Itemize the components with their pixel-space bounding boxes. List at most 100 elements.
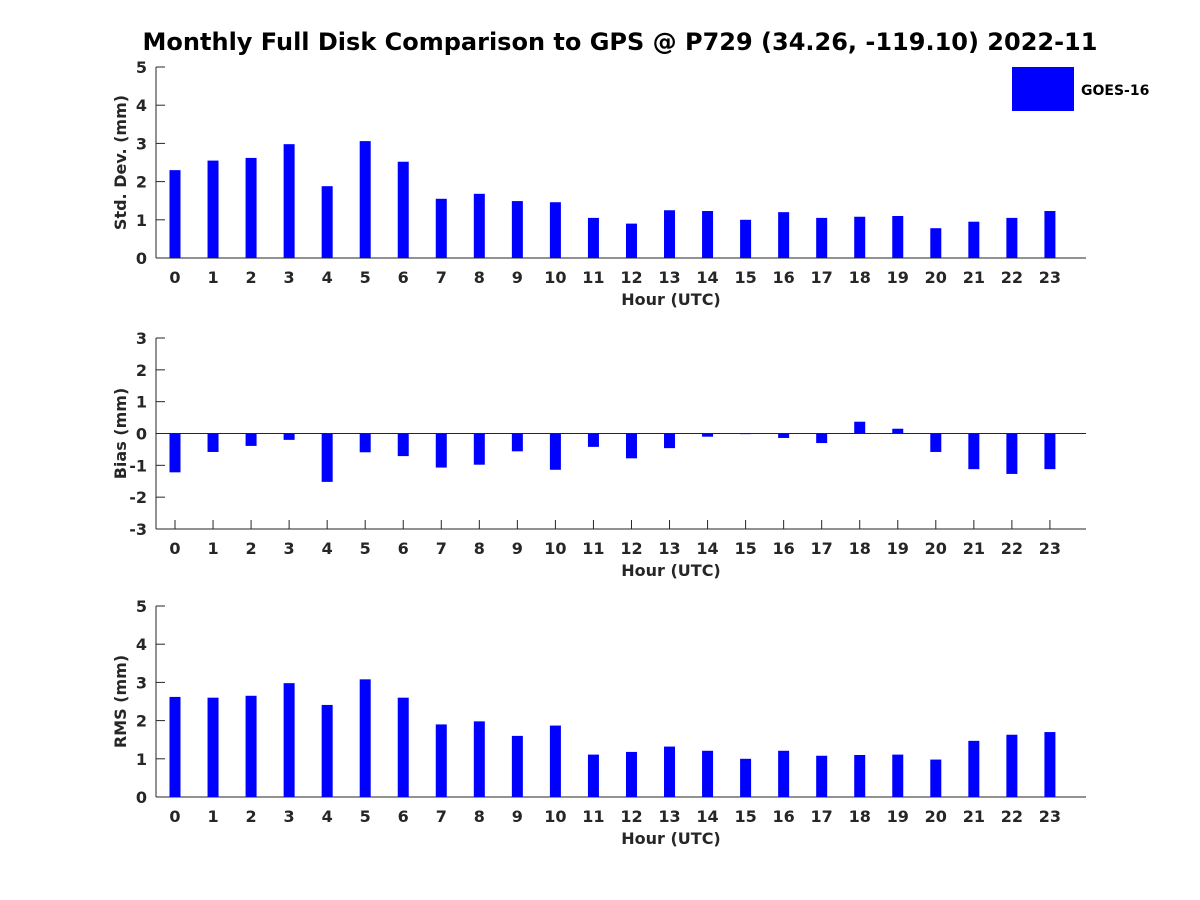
x-tick-label: 16 xyxy=(773,807,795,826)
x-tick-label: 8 xyxy=(474,807,485,826)
bar xyxy=(816,433,828,444)
y-tick-label: 1 xyxy=(136,750,147,769)
y-axis-label: RMS (mm) xyxy=(111,655,130,748)
y-tick-label: -1 xyxy=(129,456,147,475)
y-tick-label: -2 xyxy=(129,488,147,507)
bar xyxy=(1044,433,1056,470)
y-tick-label: 3 xyxy=(136,673,147,692)
x-tick-label: 12 xyxy=(620,539,642,558)
x-tick-label: 8 xyxy=(474,539,485,558)
x-tick-label: 8 xyxy=(474,268,485,287)
y-tick-label: 4 xyxy=(136,635,147,654)
bar xyxy=(473,433,485,465)
bar xyxy=(892,428,904,434)
x-tick-label: 19 xyxy=(887,268,909,287)
bar xyxy=(321,433,333,482)
bar xyxy=(625,751,637,797)
bar xyxy=(511,433,523,452)
x-tick-label: 18 xyxy=(849,807,871,826)
bar xyxy=(664,433,676,449)
x-tick-label: 5 xyxy=(360,539,371,558)
bar xyxy=(854,421,866,434)
x-tick-label: 0 xyxy=(169,807,180,826)
x-tick-label: 6 xyxy=(398,807,409,826)
x-tick-label: 21 xyxy=(963,268,985,287)
bar xyxy=(245,157,257,258)
x-tick-label: 1 xyxy=(207,807,218,826)
bar xyxy=(778,750,790,797)
y-tick-label: 5 xyxy=(136,597,147,616)
bar xyxy=(169,696,181,797)
y-axis-label: Std. Dev. (mm) xyxy=(111,95,130,230)
y-tick-label: 2 xyxy=(136,361,147,380)
bar xyxy=(435,724,447,797)
y-tick-label: 4 xyxy=(136,96,147,115)
y-tick-label: 5 xyxy=(136,58,147,77)
bar xyxy=(968,433,980,470)
bar xyxy=(587,433,599,447)
x-tick-label: 9 xyxy=(512,539,523,558)
bar xyxy=(321,186,333,258)
x-tick-label: 15 xyxy=(734,807,756,826)
x-tick-label: 11 xyxy=(582,539,604,558)
bar xyxy=(359,141,371,258)
x-tick-label: 2 xyxy=(246,539,257,558)
bar xyxy=(778,212,790,258)
bar xyxy=(930,759,942,797)
x-tick-label: 1 xyxy=(207,268,218,287)
x-tick-label: 0 xyxy=(169,268,180,287)
x-tick-label: 0 xyxy=(169,539,180,558)
x-tick-label: 19 xyxy=(887,807,909,826)
bar xyxy=(702,433,714,437)
bar xyxy=(473,721,485,797)
bar xyxy=(740,219,752,258)
bar xyxy=(968,221,980,258)
bar xyxy=(359,679,371,797)
x-tick-label: 23 xyxy=(1039,807,1061,826)
bar xyxy=(207,433,219,452)
bar xyxy=(664,210,676,258)
x-tick-label: 14 xyxy=(696,539,718,558)
x-tick-label: 20 xyxy=(925,807,947,826)
x-tick-label: 17 xyxy=(811,539,833,558)
x-tick-label: 11 xyxy=(582,807,604,826)
bar xyxy=(169,170,181,258)
x-tick-label: 11 xyxy=(582,268,604,287)
bar xyxy=(968,740,980,797)
x-tick-label: 21 xyxy=(963,539,985,558)
bar xyxy=(549,433,561,470)
bar xyxy=(283,433,295,440)
x-tick-label: 10 xyxy=(544,539,566,558)
bar xyxy=(549,725,561,797)
bar xyxy=(625,223,637,258)
x-tick-label: 7 xyxy=(436,539,447,558)
bar xyxy=(397,697,409,797)
x-tick-label: 7 xyxy=(436,807,447,826)
x-tick-label: 14 xyxy=(696,268,718,287)
x-tick-label: 23 xyxy=(1039,539,1061,558)
x-tick-label: 22 xyxy=(1001,268,1023,287)
x-tick-label: 13 xyxy=(658,268,680,287)
x-tick-label: 19 xyxy=(887,539,909,558)
x-tick-label: 15 xyxy=(734,268,756,287)
bar xyxy=(892,215,904,258)
bar xyxy=(702,750,714,797)
bar xyxy=(245,433,257,446)
bar xyxy=(664,746,676,797)
bar xyxy=(1044,211,1056,258)
y-tick-label: 2 xyxy=(136,173,147,192)
x-tick-label: 23 xyxy=(1039,268,1061,287)
bar xyxy=(930,228,942,258)
x-tick-label: 6 xyxy=(398,268,409,287)
y-tick-label: 0 xyxy=(136,249,147,268)
y-tick-label: 0 xyxy=(136,425,147,444)
bar xyxy=(816,755,828,797)
x-tick-label: 2 xyxy=(246,268,257,287)
bar xyxy=(1006,433,1018,474)
bar xyxy=(511,201,523,258)
x-tick-label: 3 xyxy=(284,268,295,287)
bar xyxy=(625,433,637,459)
x-tick-label: 3 xyxy=(284,807,295,826)
chart-title: Monthly Full Disk Comparison to GPS @ P7… xyxy=(142,28,1098,56)
